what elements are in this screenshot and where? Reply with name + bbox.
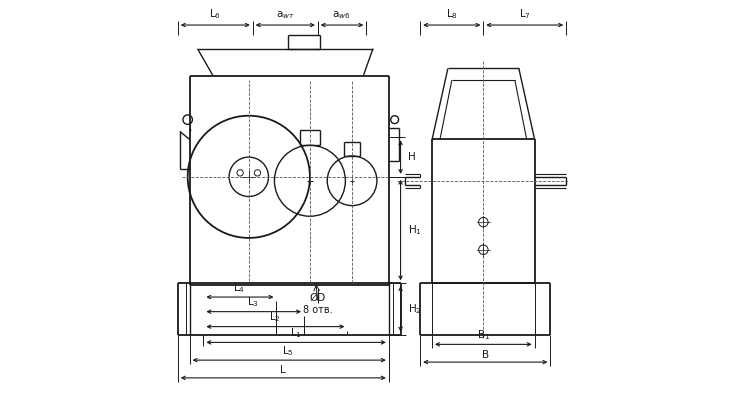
Text: L$_4$: L$_4$ xyxy=(233,281,245,295)
Text: L$_3$: L$_3$ xyxy=(247,295,259,309)
Text: H$_1$: H$_1$ xyxy=(407,223,421,237)
Text: B$_1$: B$_1$ xyxy=(477,328,490,342)
Text: L$_6$: L$_6$ xyxy=(209,7,221,21)
Text: a$_{wт}$: a$_{wт}$ xyxy=(276,9,295,21)
Text: 8 отв.: 8 отв. xyxy=(303,305,332,315)
Text: L$_8$: L$_8$ xyxy=(446,7,458,21)
Text: L: L xyxy=(280,365,286,375)
Text: L$_5$: L$_5$ xyxy=(282,344,294,358)
Text: L$_2$: L$_2$ xyxy=(269,310,280,324)
Text: ØD: ØD xyxy=(309,293,326,303)
Text: L$_1$: L$_1$ xyxy=(290,326,302,340)
Text: H: H xyxy=(407,152,416,162)
Text: L$_7$: L$_7$ xyxy=(519,7,531,21)
Text: H$_2$: H$_2$ xyxy=(407,302,421,316)
Text: B: B xyxy=(482,350,489,360)
Text: a$_{w6}$: a$_{w6}$ xyxy=(332,9,351,21)
